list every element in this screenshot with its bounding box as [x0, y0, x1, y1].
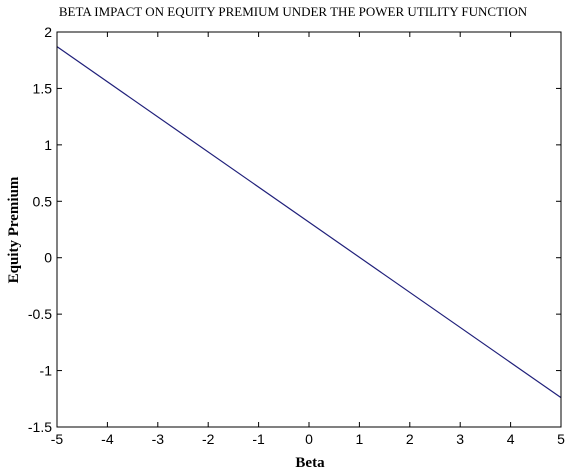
y-tick-label: -1: [40, 363, 53, 379]
series-line: [56, 46, 562, 399]
x-tick-label: 5: [557, 431, 565, 447]
series: [56, 46, 562, 399]
y-tick-label: -0.5: [28, 306, 52, 322]
x-tick-label: 4: [507, 431, 515, 447]
x-tick-label: -4: [101, 431, 114, 447]
chart-title: BETA IMPACT ON EQUITY PREMIUM UNDER THE …: [59, 4, 528, 19]
x-tick-label: -2: [202, 431, 215, 447]
y-tick-label: 2: [44, 24, 52, 40]
x-tick-label: -5: [51, 431, 64, 447]
x-tick-label: 3: [456, 431, 464, 447]
plot-area: [56, 31, 562, 428]
ticks: [56, 31, 562, 428]
y-tick-label: 1.5: [33, 80, 53, 96]
y-tick-label: 0.5: [33, 193, 53, 209]
x-axis-label: Beta: [295, 455, 325, 471]
x-tick-label: 0: [305, 431, 313, 447]
y-tick-label: 1: [44, 137, 52, 153]
x-tick-label: -3: [152, 431, 165, 447]
y-tick-label: 0: [44, 250, 52, 266]
x-tick-label: 1: [356, 431, 364, 447]
y-tick-label: -1.5: [28, 419, 52, 435]
x-tick-label: 2: [406, 431, 414, 447]
tick-labels: -5 -4 -3 -2 -1 0 1 2 3 4 5 -1.5 -1 -0.5 0 0.5 1 1.5 2: [28, 24, 565, 447]
y-axis-label: Equity Premium: [6, 176, 22, 283]
x-tick-label: -1: [252, 431, 265, 447]
